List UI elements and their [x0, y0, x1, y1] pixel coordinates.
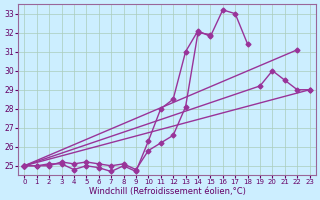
X-axis label: Windchill (Refroidissement éolien,°C): Windchill (Refroidissement éolien,°C)	[89, 187, 245, 196]
